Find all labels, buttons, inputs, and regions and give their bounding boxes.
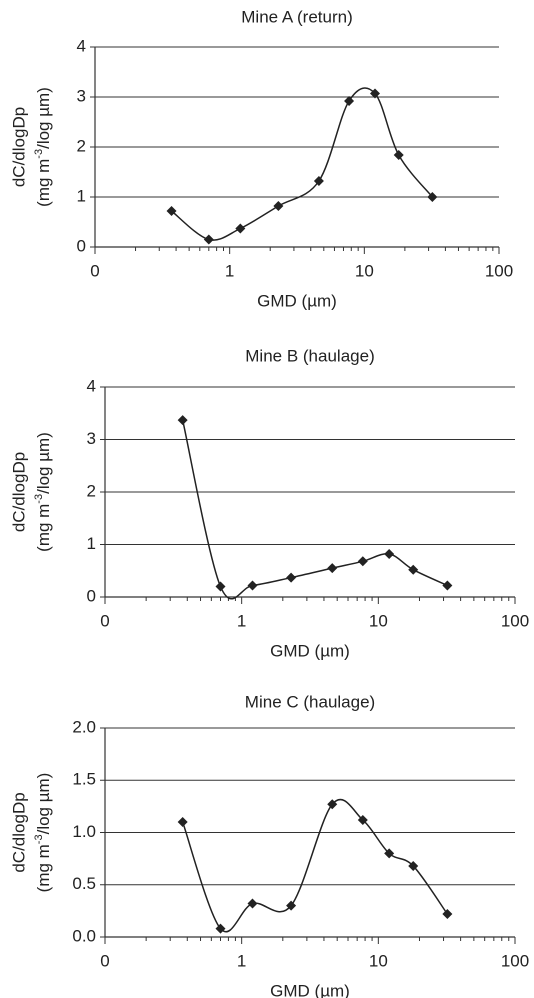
y-axis-label: dC/dlogDp <box>9 792 28 872</box>
data-point <box>166 206 177 216</box>
data-point <box>203 234 214 245</box>
x-tick-label: 10 <box>355 261 374 280</box>
y-axis-units-part: (mg m <box>34 504 53 552</box>
y-axis-label: dC/dlogDp <box>9 107 28 187</box>
data-point <box>327 799 338 810</box>
x-axis-label: GMD (µm) <box>270 641 350 660</box>
y-tick-label: 0.0 <box>72 926 96 945</box>
y-tick-label: 3 <box>77 86 86 105</box>
data-point <box>408 860 419 871</box>
y-axis-units: (mg m-3/log µm) <box>33 87 54 207</box>
x-axis-label: GMD (µm) <box>257 291 337 310</box>
data-point <box>408 564 419 575</box>
data-point <box>427 192 438 202</box>
y-tick-label: 1.0 <box>72 822 96 841</box>
x-axis-label: GMD (µm) <box>270 981 350 998</box>
x-tick-label: 100 <box>485 261 513 280</box>
y-tick-label: 2.0 <box>72 717 96 736</box>
data-point <box>177 817 188 828</box>
y-axis-label: dC/dlogDp <box>9 452 28 532</box>
y-axis-units-part: -3 <box>33 834 45 844</box>
y-tick-label: 4 <box>87 376 96 395</box>
x-tick-label: 100 <box>501 951 529 970</box>
data-point <box>247 580 258 591</box>
y-axis-units-part: /log µm) <box>34 432 53 494</box>
y-axis-units-part: -3 <box>33 494 45 504</box>
y-tick-label: 2 <box>77 136 86 155</box>
data-point <box>273 201 284 211</box>
data-point <box>369 88 380 99</box>
x-tick-label: 1 <box>225 261 234 280</box>
data-point <box>235 223 246 234</box>
data-point <box>357 814 368 825</box>
y-tick-label: 0.5 <box>72 874 96 893</box>
y-axis-units: (mg m-3/log µm) <box>33 432 54 552</box>
data-point <box>215 923 226 934</box>
series-line <box>171 87 433 241</box>
data-point <box>286 572 297 583</box>
series-line <box>181 798 448 933</box>
y-axis-units-part: (mg m <box>34 159 53 207</box>
y-tick-label: 0 <box>77 236 86 255</box>
y-tick-label: 1 <box>87 534 96 553</box>
data-point <box>215 581 226 592</box>
y-axis-units-part: -3 <box>33 149 45 159</box>
data-point <box>442 580 453 591</box>
y-axis-units-part: /log µm) <box>34 87 53 149</box>
data-point <box>357 556 368 567</box>
x-tick-label: 100 <box>501 611 529 630</box>
data-point <box>286 900 297 911</box>
data-point <box>247 898 258 909</box>
x-tick-label: 10 <box>369 951 388 970</box>
data-point <box>313 176 324 186</box>
x-tick-label: 1 <box>237 951 246 970</box>
y-axis-units-part: (mg m <box>34 844 53 892</box>
chart-title: Mine B (haulage) <box>245 346 374 365</box>
chart-title: Mine C (haulage) <box>245 692 375 711</box>
y-axis-units-part: /log µm) <box>34 773 53 835</box>
x-tick-label: 10 <box>369 611 388 630</box>
y-tick-label: 1.5 <box>72 770 96 789</box>
series-line <box>181 419 448 600</box>
y-axis-units: (mg m-3/log µm) <box>33 773 54 893</box>
data-point <box>177 415 188 426</box>
data-point <box>327 563 338 574</box>
data-point <box>384 548 395 559</box>
x-tick-label: 0 <box>90 261 99 280</box>
y-tick-label: 1 <box>77 186 86 205</box>
chart-title: Mine A (return) <box>241 7 353 26</box>
y-tick-label: 4 <box>77 36 86 55</box>
y-tick-label: 2 <box>87 481 96 500</box>
data-point <box>384 848 395 859</box>
data-point <box>344 96 355 106</box>
x-tick-label: 0 <box>100 611 109 630</box>
data-point <box>393 150 404 160</box>
y-tick-label: 3 <box>87 429 96 448</box>
y-tick-label: 0 <box>87 586 96 605</box>
x-tick-label: 1 <box>237 611 246 630</box>
data-point <box>442 909 453 920</box>
x-tick-label: 0 <box>100 951 109 970</box>
